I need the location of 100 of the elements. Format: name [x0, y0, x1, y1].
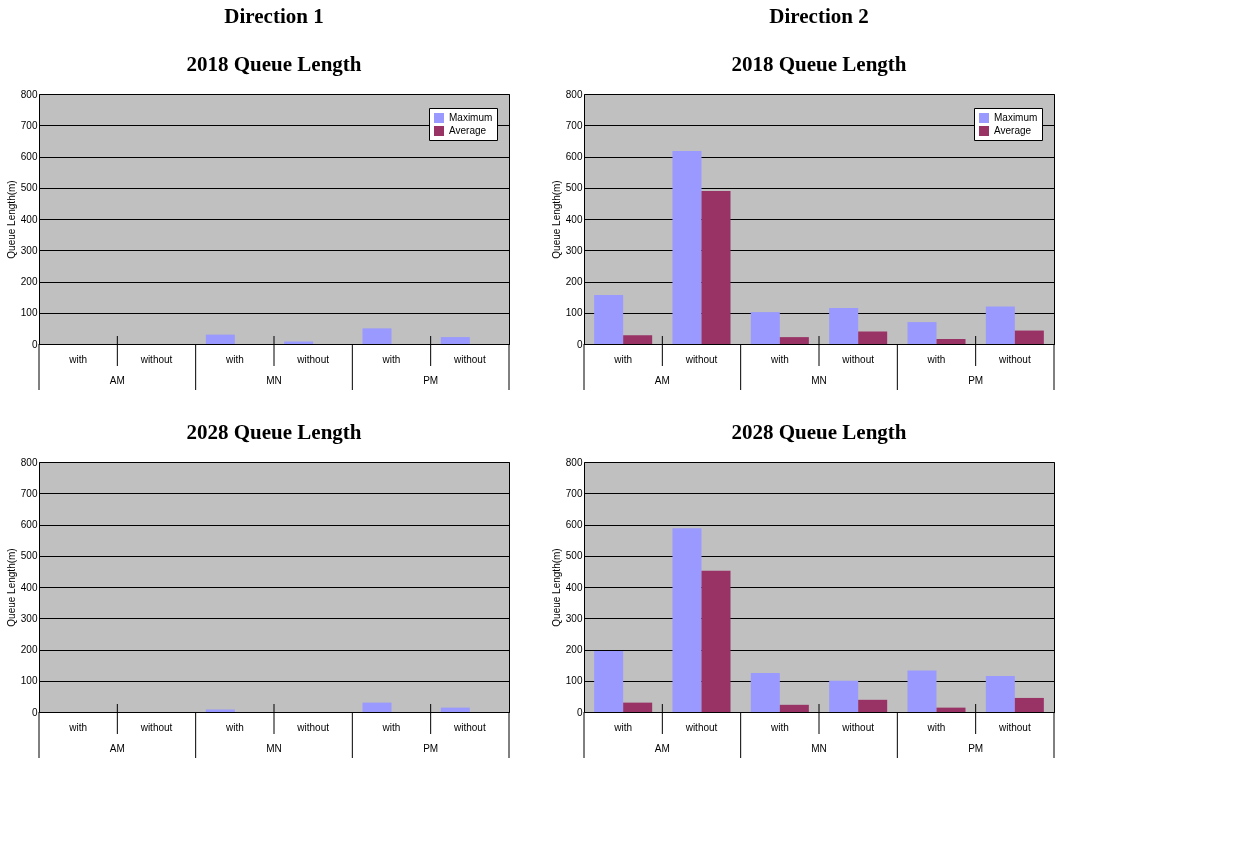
- bar: [936, 339, 966, 344]
- bar: [829, 308, 859, 344]
- x-tick-label: with: [769, 721, 789, 733]
- bar: [858, 331, 888, 344]
- y-tick-label: 100: [565, 675, 583, 687]
- bar: [907, 322, 937, 344]
- y-tick-label: 800: [565, 456, 583, 468]
- bar: [936, 707, 966, 712]
- y-tick-label: 800: [565, 88, 583, 100]
- bar: [672, 528, 702, 712]
- x-tick-label: without: [997, 721, 1031, 733]
- x-tick-label: with: [68, 353, 88, 365]
- x-tick-label: with: [926, 353, 946, 365]
- text: PM: [423, 375, 439, 386]
- x-tick-label: with: [224, 353, 244, 365]
- bar: [907, 670, 937, 712]
- y-tick-label: 300: [20, 244, 38, 256]
- bar: [985, 676, 1015, 712]
- y-tick-label: 800: [20, 456, 38, 468]
- bar: [829, 680, 859, 712]
- text: PM: [423, 743, 439, 754]
- y-tick-label: 0: [576, 706, 583, 718]
- legend-label: Maximum: [994, 112, 1038, 123]
- y-tick-label: 200: [20, 644, 38, 655]
- x-tick-label: with: [68, 721, 88, 733]
- bar: [362, 702, 392, 712]
- y-tick-label: 100: [565, 307, 583, 319]
- bar: [440, 707, 470, 712]
- y-tick-label: 500: [20, 550, 38, 562]
- legend-label: Average: [994, 125, 1032, 136]
- y-tick-label: 600: [20, 519, 38, 530]
- y-tick-label: 700: [20, 487, 38, 499]
- bar: [750, 312, 780, 344]
- legend-label: Average: [449, 125, 487, 136]
- text: PM: [968, 743, 984, 754]
- text: AM: [109, 743, 125, 754]
- text: PM: [968, 375, 984, 386]
- x-tick-label: without: [296, 353, 330, 365]
- text: MN: [266, 743, 282, 754]
- x-tick-label: with: [381, 353, 401, 365]
- chart-title: 2018 Queue Length: [731, 52, 907, 76]
- bar: [672, 150, 702, 344]
- x-tick-label: without: [139, 721, 173, 733]
- bar: [858, 699, 888, 712]
- y-tick-label: 400: [20, 213, 38, 225]
- y-tick-label: 100: [20, 307, 38, 319]
- y-tick-label: 600: [565, 151, 583, 162]
- y-tick-label: 700: [565, 487, 583, 499]
- y-tick-label: 300: [20, 612, 38, 624]
- x-tick-label: with: [613, 721, 633, 733]
- y-tick-label: 300: [565, 612, 583, 624]
- bar: [1014, 330, 1044, 344]
- y-tick-label: 600: [20, 151, 38, 162]
- y-tick-label: 400: [20, 581, 38, 593]
- chart-title: 2028 Queue Length: [731, 420, 907, 444]
- x-tick-label: without: [139, 353, 173, 365]
- y-tick-label: 700: [565, 119, 583, 131]
- y-tick-label: 0: [576, 338, 583, 350]
- bar: [985, 306, 1015, 344]
- text: MN: [266, 375, 282, 386]
- text: AM: [109, 375, 125, 386]
- y-axis-title: Queue Length(m): [550, 548, 562, 627]
- text: MN: [811, 743, 827, 754]
- y-tick-label: 500: [20, 182, 38, 194]
- bar: [623, 335, 653, 344]
- y-tick-label: 600: [565, 519, 583, 530]
- x-tick-label: without: [997, 353, 1031, 365]
- legend-label: Maximum: [449, 112, 493, 123]
- text: AM: [654, 375, 670, 386]
- bar: [594, 294, 624, 344]
- x-tick-label: without: [452, 353, 486, 365]
- bar: [362, 328, 392, 344]
- x-tick-label: without: [296, 721, 330, 733]
- x-tick-label: without: [841, 721, 875, 733]
- x-tick-label: with: [613, 353, 633, 365]
- chart-title: 2028 Queue Length: [186, 420, 362, 444]
- y-tick-label: 500: [565, 182, 583, 194]
- bar: [701, 570, 731, 712]
- y-axis-title: Queue Length(m): [5, 548, 17, 627]
- y-tick-label: 500: [565, 550, 583, 562]
- y-tick-label: 700: [20, 119, 38, 131]
- y-axis-title: Queue Length(m): [550, 180, 562, 259]
- bar: [594, 651, 624, 712]
- bar: [1014, 697, 1044, 712]
- y-tick-label: 0: [31, 706, 38, 718]
- y-tick-label: 0: [31, 338, 38, 350]
- x-tick-label: with: [926, 721, 946, 733]
- bar: [779, 704, 809, 712]
- y-tick-label: 400: [565, 213, 583, 225]
- y-tick-label: 200: [565, 276, 583, 287]
- y-axis-title: Queue Length(m): [5, 180, 17, 259]
- bar: [623, 702, 653, 712]
- y-tick-label: 400: [565, 581, 583, 593]
- bar: [205, 334, 235, 344]
- bar: [701, 190, 731, 344]
- y-tick-label: 100: [20, 675, 38, 687]
- text: MN: [811, 375, 827, 386]
- x-tick-label: without: [452, 721, 486, 733]
- text: Direction 2: [769, 4, 869, 28]
- y-tick-label: 200: [20, 276, 38, 287]
